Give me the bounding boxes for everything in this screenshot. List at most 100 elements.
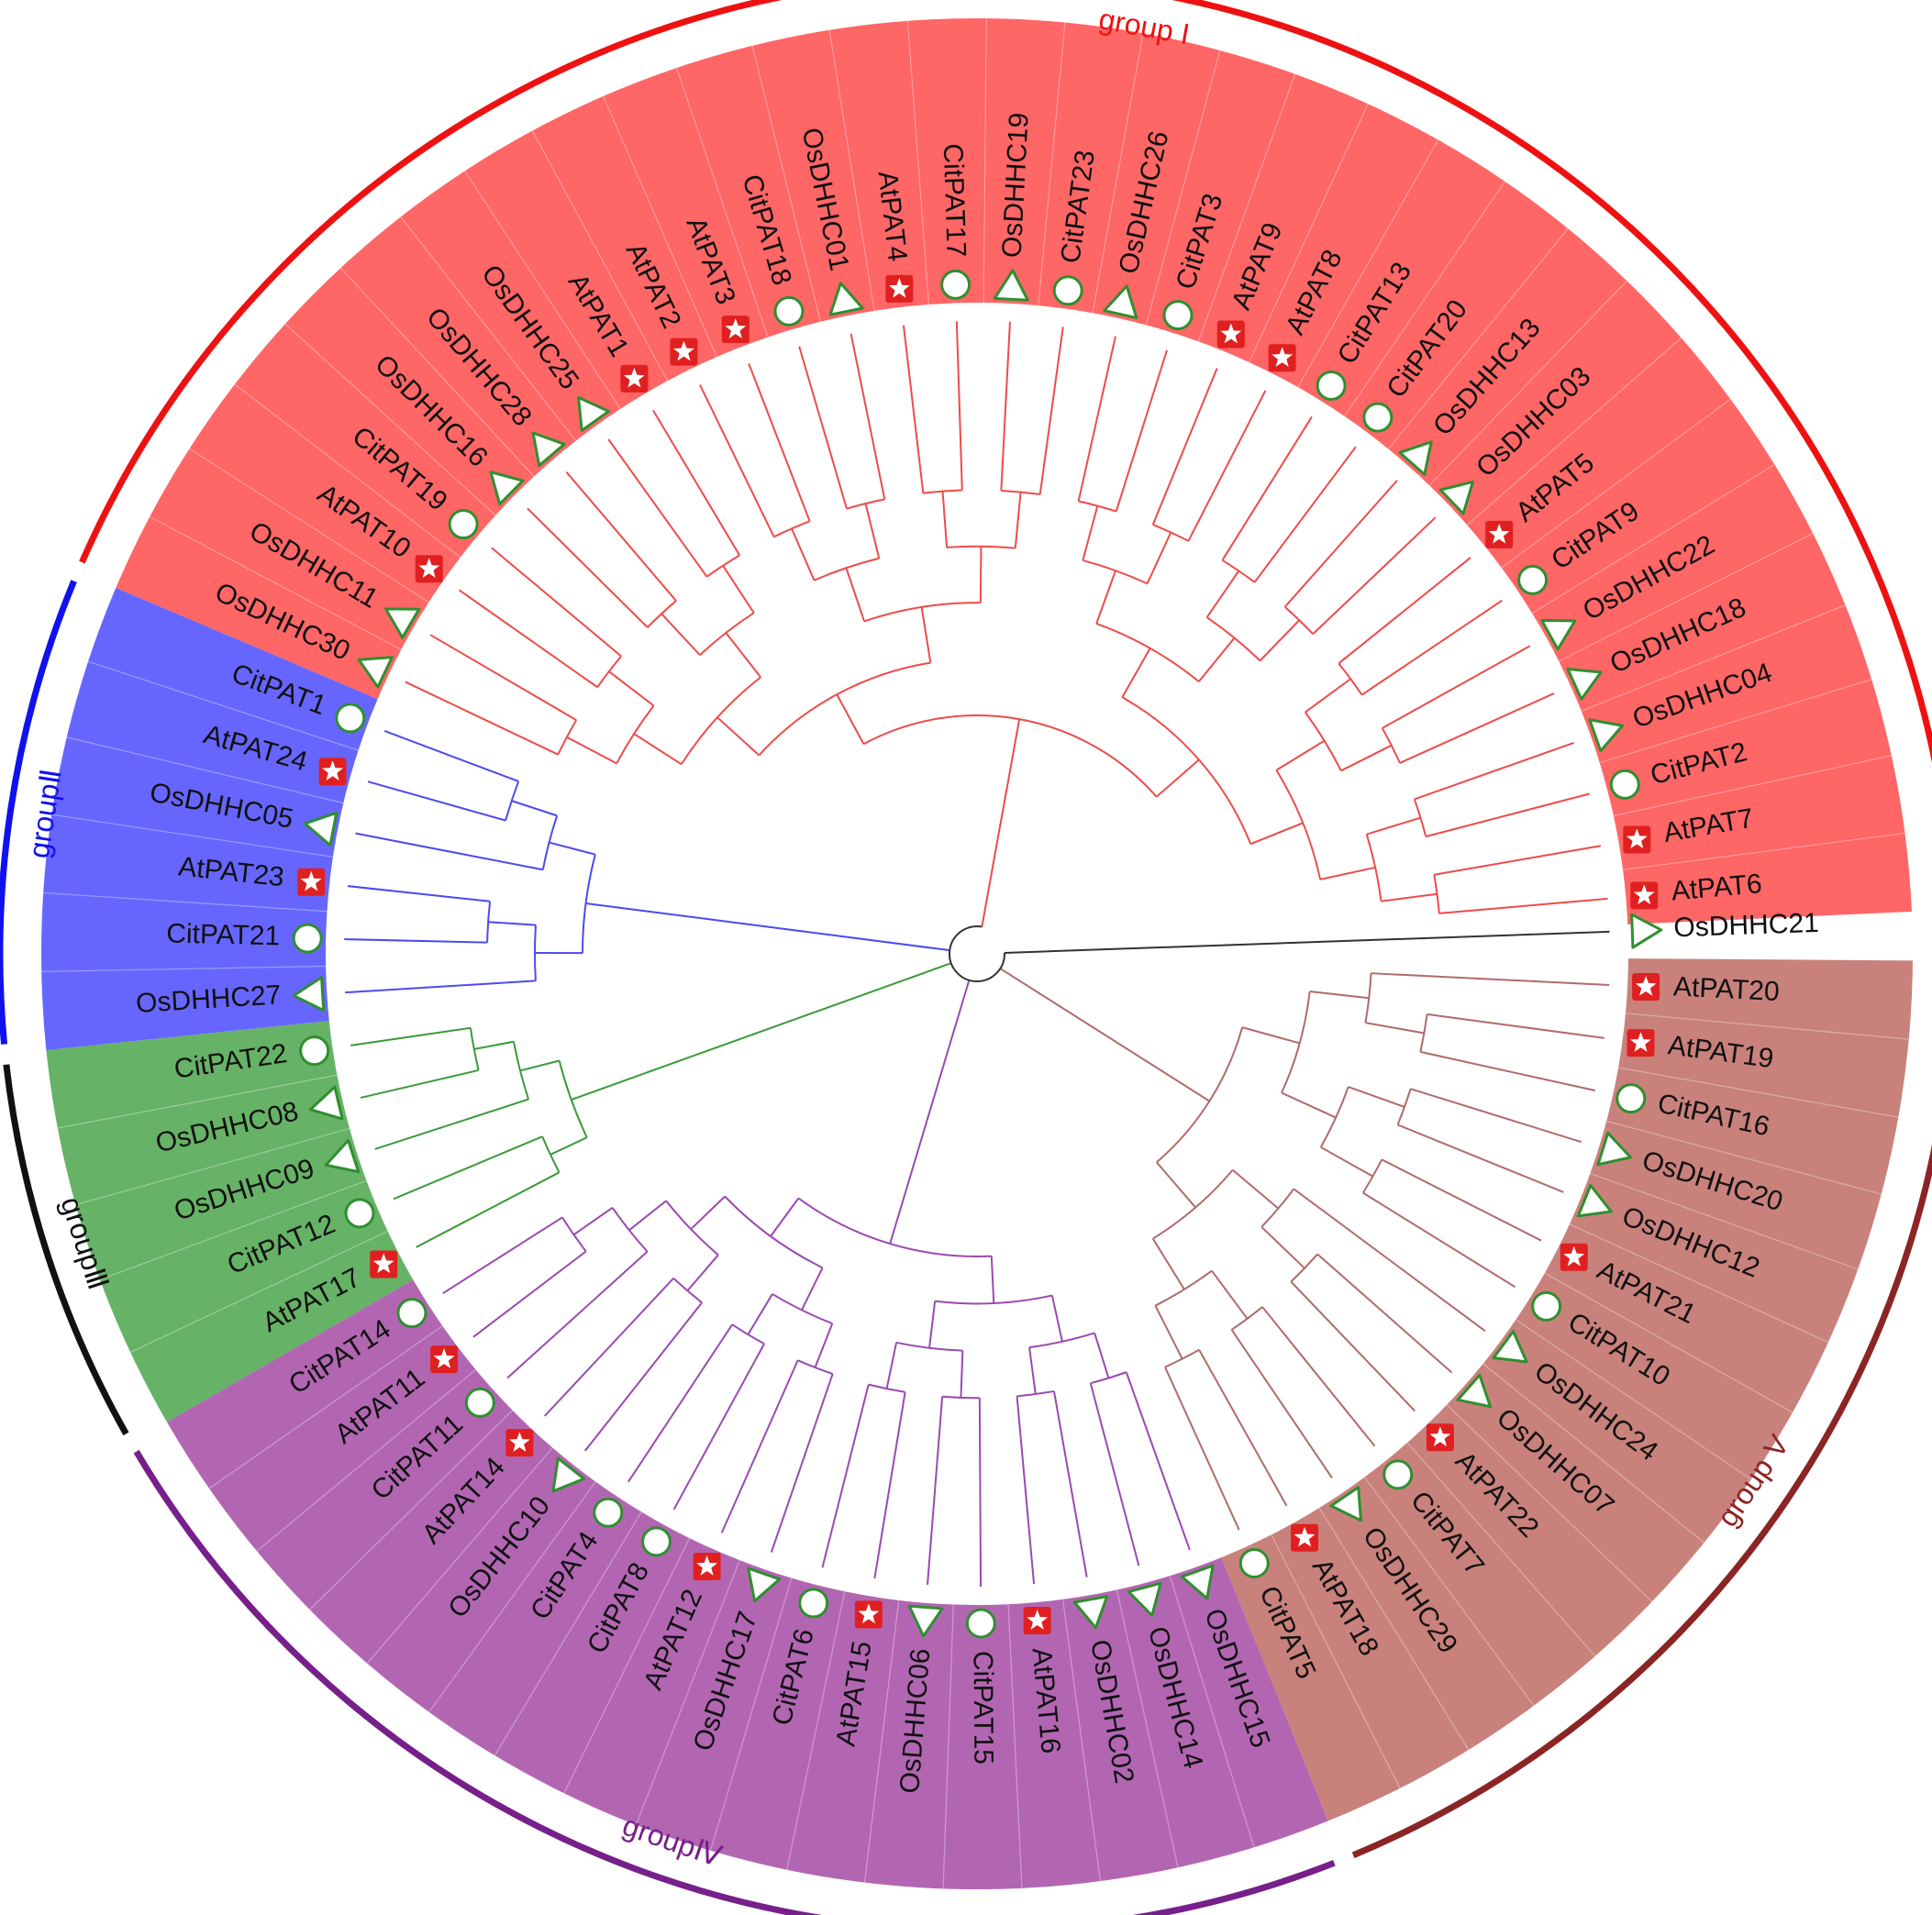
- sector-separator: [1625, 1013, 1909, 1040]
- sector-separator: [256, 1368, 476, 1552]
- sector-separator: [1617, 1067, 1899, 1118]
- branch: [927, 1395, 983, 1587]
- branch: [519, 1059, 588, 1156]
- sector-separator: [1622, 832, 1905, 871]
- leaf-markers: [292, 269, 1663, 1639]
- branch-outgroup: [1004, 930, 1610, 954]
- leaf-label: OsDHHC21: [1673, 908, 1819, 944]
- sector-separator: [1271, 1534, 1401, 1789]
- sector-separator: [309, 1410, 514, 1611]
- sector-separator: [1501, 398, 1731, 569]
- circle-icon: [292, 923, 323, 954]
- sector-separator: [1613, 755, 1892, 817]
- circle-icon: [965, 1608, 996, 1639]
- branch: [928, 1294, 1063, 1348]
- circle-icon: [940, 269, 972, 300]
- sector-separator: [1428, 280, 1627, 486]
- branch: [1221, 415, 1357, 583]
- sector-separator: [1558, 533, 1814, 662]
- star-icon: [1627, 1029, 1655, 1057]
- circle-icon: [335, 703, 366, 734]
- star-icon: [430, 1345, 459, 1374]
- branch: [720, 1359, 834, 1553]
- circle-icon: [299, 1035, 330, 1067]
- sector-separator: [709, 1577, 793, 1851]
- sector-separator: [828, 29, 875, 311]
- triangle-icon: [1588, 718, 1625, 753]
- branch: [374, 1040, 530, 1150]
- sector-separator: [494, 1511, 642, 1756]
- triangle-icon: [747, 1566, 782, 1603]
- sector-separator: [43, 891, 328, 913]
- star-icon: [415, 555, 443, 583]
- branch: [345, 921, 538, 994]
- sector-separator: [1590, 1172, 1859, 1270]
- sector-separator: [751, 45, 822, 322]
- circle-icon: [464, 1387, 495, 1418]
- star-icon: [1268, 344, 1296, 372]
- triangle-icon: [1329, 1486, 1362, 1522]
- branch: [367, 730, 520, 822]
- triangle-icon: [292, 976, 326, 1013]
- triangle-icon: [828, 282, 864, 316]
- branch: [405, 634, 578, 756]
- sector-separator: [366, 1447, 553, 1665]
- branch: [902, 321, 963, 494]
- star-icon: [297, 868, 326, 896]
- triangle-icon: [303, 811, 339, 847]
- branch: [1419, 1013, 1604, 1092]
- sector-separator: [1446, 1404, 1653, 1602]
- circle-icon: [1531, 1290, 1562, 1322]
- branch: [941, 491, 1022, 549]
- branch: [506, 1206, 649, 1379]
- branch: [1365, 816, 1438, 902]
- branch: [1151, 1168, 1280, 1290]
- triangle-icon: [308, 1085, 344, 1121]
- star-icon: [1023, 1607, 1051, 1635]
- sector-separator: [1531, 464, 1775, 614]
- triangle-icon: [384, 607, 421, 639]
- sector-separator: [87, 660, 359, 751]
- circle-icon: [1316, 370, 1347, 401]
- sector-separator: [189, 448, 429, 603]
- tree-branches: [344, 321, 1610, 1587]
- sector-separator: [1061, 1599, 1102, 1882]
- leaf-label: OsDHHC19: [997, 112, 1035, 259]
- star-icon: [620, 364, 649, 393]
- sector-separator: [129, 1230, 388, 1353]
- triangle-icon: [489, 470, 525, 506]
- branch: [527, 471, 677, 628]
- sector-separator: [1606, 1120, 1882, 1195]
- branch: [1283, 480, 1437, 636]
- sector-separator: [99, 1179, 367, 1280]
- branch: [1077, 336, 1168, 513]
- branch: [1230, 1306, 1376, 1478]
- sector-group-V: [1221, 958, 1913, 1821]
- branch: [393, 1135, 561, 1248]
- sector-separator: [428, 1481, 596, 1713]
- triangle-icon: [1630, 913, 1663, 949]
- branch: [1281, 990, 1370, 1119]
- branch: [1290, 1253, 1453, 1412]
- group-arc-IV: [133, 1449, 1336, 1915]
- sector-separator: [1387, 227, 1569, 449]
- branch: [1156, 1026, 1301, 1209]
- sector-separator: [1599, 679, 1872, 764]
- branch: [442, 1216, 587, 1338]
- triangle-icon: [1127, 1581, 1162, 1617]
- branch: [566, 670, 655, 765]
- triangle-icon: [1456, 1373, 1493, 1409]
- branch: [1338, 557, 1503, 696]
- branch: [543, 1277, 703, 1452]
- star-icon: [1623, 825, 1651, 854]
- sector-separator: [563, 1537, 691, 1794]
- sector-separator: [75, 1127, 350, 1206]
- sector-separator: [1197, 73, 1296, 342]
- branch: [355, 800, 559, 871]
- branch: [1164, 1348, 1288, 1531]
- star-icon: [505, 1429, 534, 1457]
- branch: [1205, 570, 1300, 662]
- sector-separator: [339, 267, 535, 477]
- branch: [747, 1293, 834, 1368]
